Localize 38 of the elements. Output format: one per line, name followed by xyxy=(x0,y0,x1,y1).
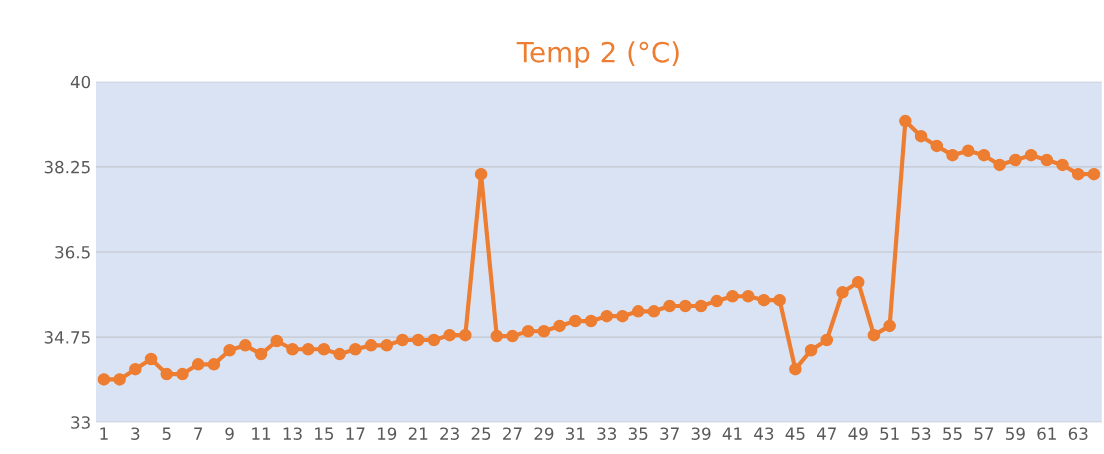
chart-title: Temp 2 (°C) xyxy=(516,41,679,69)
x-tick-label: 27 xyxy=(503,427,522,440)
x-tick-label: 63 xyxy=(1068,427,1088,440)
x-tick-label: 1 xyxy=(100,427,108,440)
x-tick-label: 55 xyxy=(943,427,962,440)
x-tick-label: 43 xyxy=(754,427,774,440)
x-tick-label: 13 xyxy=(283,427,302,440)
x-tick-label: 33 xyxy=(597,427,617,440)
x-tick-label: 39 xyxy=(691,427,711,440)
y-tick-label: 40 xyxy=(70,75,91,89)
x-tick-label: 17 xyxy=(346,427,365,440)
x-tick-label: 41 xyxy=(722,427,742,440)
y-tick-label: 36.5 xyxy=(55,245,90,259)
x-tick-label: 19 xyxy=(378,427,397,440)
x-tick-label: 3 xyxy=(131,427,140,440)
x-tick-label: 51 xyxy=(880,427,899,440)
x-tick-label: 11 xyxy=(252,427,271,440)
y-tick-label: 38.25 xyxy=(44,160,90,174)
x-tick-label: 59 xyxy=(1006,427,1025,440)
x-tick-label: 35 xyxy=(628,427,648,440)
x-tick-label: 53 xyxy=(911,427,931,440)
x-tick-label: 57 xyxy=(974,427,994,440)
x-tick-label: 45 xyxy=(785,427,805,440)
x-tick-label: 7 xyxy=(194,427,203,440)
x-tick-label: 15 xyxy=(315,427,334,440)
x-tick-label: 49 xyxy=(848,427,868,440)
x-tick-label: 31 xyxy=(566,427,585,440)
x-tick-label: 29 xyxy=(534,427,554,440)
x-tick-label: 47 xyxy=(816,427,836,440)
y-tick-label: 33 xyxy=(71,416,90,429)
x-tick-label: 61 xyxy=(1037,427,1056,440)
x-tick-label: 37 xyxy=(660,427,679,440)
y-tick-label: 34.75 xyxy=(44,331,90,344)
x-tick-label: 25 xyxy=(471,427,491,440)
x-tick-label: 5 xyxy=(162,427,171,440)
x-tick-label: 9 xyxy=(225,427,234,440)
x-tick-label: 23 xyxy=(440,427,459,440)
x-tick-label: 21 xyxy=(408,427,428,440)
